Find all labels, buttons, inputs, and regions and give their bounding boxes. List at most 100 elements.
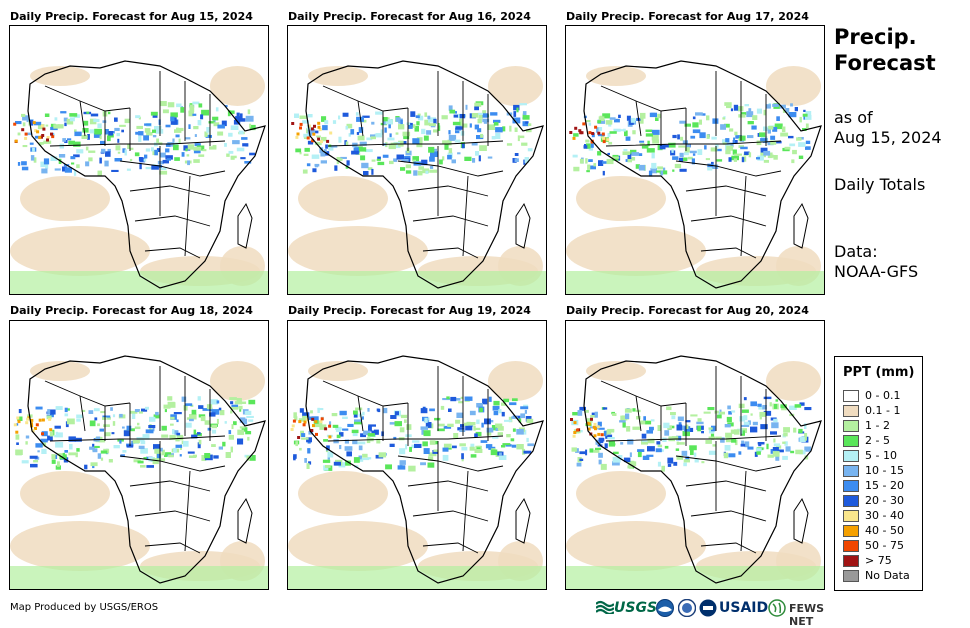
precip-cell [395, 132, 399, 135]
precip-cell [477, 128, 482, 133]
precip-cell [746, 111, 754, 118]
country-border [437, 71, 489, 146]
precip-cell [784, 441, 788, 446]
precip-cell [346, 123, 353, 129]
country-border [159, 441, 191, 552]
precip-cell [371, 168, 374, 175]
precip-cell [620, 442, 624, 445]
precip-cell [387, 137, 395, 141]
precip-cell [604, 430, 607, 437]
precip-cell [738, 114, 746, 118]
precip-cell [222, 441, 226, 447]
legend-swatch [843, 540, 859, 552]
precip-cell [676, 455, 683, 460]
precip-cell [770, 431, 777, 435]
legend-swatch [843, 570, 859, 582]
precip-cell [671, 149, 674, 153]
precip-cell [62, 452, 65, 457]
precip-cell [715, 436, 722, 440]
precip-cell [511, 444, 517, 448]
precip-cell [504, 419, 512, 422]
precip-cell [388, 143, 396, 150]
precip-cell [231, 404, 239, 409]
precip-cell [608, 124, 612, 127]
precip-cell [789, 405, 797, 410]
fews-logo-text: FEWS NET [789, 602, 825, 628]
precip-cell [224, 421, 227, 424]
precip-cell [697, 418, 702, 422]
precip-cell [725, 148, 731, 155]
country-border [144, 247, 201, 259]
precip-cell [301, 437, 309, 440]
precip-cell [503, 398, 510, 403]
precip-cell [367, 433, 375, 437]
precip-cell [466, 421, 471, 425]
precip-cell [94, 417, 98, 421]
precip-cell [389, 133, 392, 138]
precip-cell [448, 105, 453, 111]
precip-cell [129, 158, 133, 162]
precip-cell [765, 104, 771, 109]
precip-cell [664, 445, 669, 449]
precip-cell [490, 112, 498, 116]
precip-cell [744, 151, 750, 155]
precip-cell [750, 401, 757, 407]
precip-cell [55, 442, 64, 448]
precip-cell [649, 112, 657, 118]
coastline [27, 355, 266, 584]
country-border [605, 435, 782, 442]
precip-cell [336, 434, 341, 439]
fews-globe-icon [768, 599, 786, 617]
precip-cell [623, 148, 628, 152]
precip-cell [229, 397, 237, 400]
precip-cell [213, 455, 219, 459]
legend-label: 0 - 0.1 [865, 389, 901, 402]
precip-cell [591, 132, 595, 138]
precip-cell [598, 160, 604, 166]
partner-logos: USGS USAID FEWS NET [596, 597, 828, 628]
precip-cell [330, 145, 338, 148]
precip-cell [336, 160, 339, 165]
precip-cell [501, 445, 506, 448]
country-border [49, 140, 226, 147]
precip-cell [242, 143, 249, 147]
precip-cell [344, 439, 349, 444]
precip-cell [598, 427, 605, 430]
precip-cell [611, 411, 615, 415]
precip-cell [611, 156, 620, 159]
precip-cell [450, 396, 457, 402]
precip-cell [440, 405, 445, 410]
precip-cell [628, 461, 637, 467]
precip-cell [119, 124, 126, 127]
precip-cell [708, 436, 716, 440]
precip-cell [719, 411, 725, 415]
precip-cell [211, 444, 216, 447]
precip-cell [206, 127, 210, 133]
precip-cell [803, 109, 806, 112]
precip-cell [649, 426, 654, 431]
precip-cell [773, 155, 778, 160]
precip-cell [191, 434, 198, 439]
precip-cell [408, 465, 416, 472]
precip-cell [433, 129, 438, 133]
heavy-rain-cell [51, 135, 55, 139]
precip-cell [294, 113, 299, 118]
heavy-rain-cell [601, 132, 605, 136]
precip-cell [763, 109, 767, 116]
precip-cell [509, 125, 512, 132]
precip-cell [362, 453, 368, 458]
precip-cell [425, 422, 432, 428]
precip-cell [210, 399, 218, 405]
country-border [715, 146, 747, 257]
precip-cell [38, 142, 42, 146]
precip-cell [377, 161, 385, 166]
precip-cell [228, 434, 234, 440]
drizzle-patch [20, 176, 110, 221]
precip-cell [525, 121, 529, 124]
precip-cell [238, 405, 243, 410]
forecast-map-3 [565, 25, 825, 295]
map-credit: Map Produced by USGS/EROS [10, 602, 159, 613]
precip-cell [623, 457, 631, 463]
country-border [690, 215, 767, 227]
precip-cell [200, 114, 204, 120]
